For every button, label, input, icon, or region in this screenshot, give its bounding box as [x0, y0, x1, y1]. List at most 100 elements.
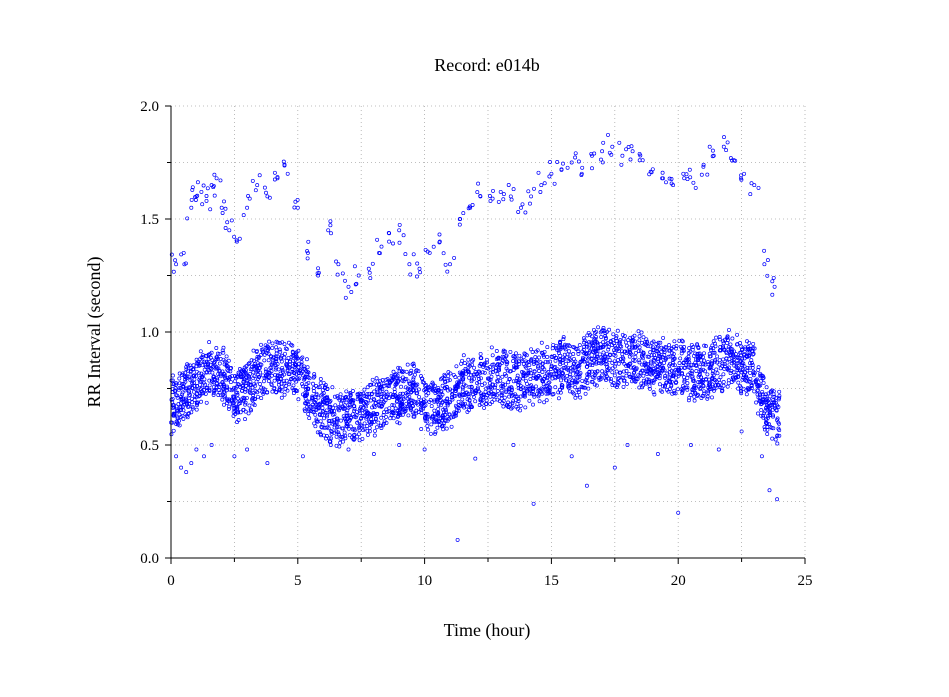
data-point — [689, 371, 694, 376]
data-point — [610, 383, 615, 388]
data-point — [374, 425, 379, 430]
data-point — [332, 430, 337, 435]
data-point — [181, 408, 186, 413]
data-point — [263, 343, 268, 348]
data-point — [573, 395, 578, 400]
data-point — [590, 363, 595, 368]
data-point — [410, 384, 415, 389]
data-point — [775, 418, 779, 422]
data-point — [484, 357, 489, 362]
data-point — [545, 375, 550, 380]
data-point — [353, 415, 358, 420]
data-point — [297, 376, 302, 381]
data-point — [410, 404, 415, 408]
data-point — [180, 390, 185, 395]
data-point — [671, 362, 676, 367]
data-point — [425, 386, 430, 391]
data-point — [752, 389, 757, 394]
data-point — [401, 397, 406, 401]
data-point — [246, 361, 251, 366]
data-point — [460, 377, 465, 382]
data-point — [375, 411, 380, 416]
data-point — [204, 353, 208, 358]
data-point — [436, 390, 441, 395]
data-point — [610, 370, 615, 375]
data-point — [610, 343, 615, 347]
data-point — [251, 391, 256, 396]
data-point — [282, 392, 287, 397]
data-point — [222, 374, 227, 379]
data-point — [652, 362, 657, 367]
data-point — [246, 386, 251, 391]
data-point — [557, 374, 561, 379]
data-point — [771, 414, 775, 419]
data-point-high — [724, 148, 729, 153]
data-point — [177, 381, 182, 386]
data-point — [324, 434, 329, 438]
data-point-high — [511, 187, 516, 192]
data-point — [266, 358, 271, 363]
data-point — [350, 412, 355, 417]
data-point — [643, 360, 647, 365]
data-point — [172, 412, 177, 417]
data-point — [348, 399, 353, 404]
data-point — [322, 416, 326, 421]
data-point — [402, 406, 407, 411]
data-point — [427, 399, 432, 404]
data-point — [710, 371, 715, 376]
data-point-high — [212, 172, 217, 177]
data-point — [362, 426, 367, 431]
data-point — [771, 398, 776, 403]
data-point — [258, 370, 263, 375]
data-point — [581, 359, 586, 364]
data-point — [770, 407, 775, 412]
data-point — [599, 329, 604, 334]
data-point — [669, 384, 674, 389]
data-point — [419, 400, 424, 405]
data-point — [737, 355, 742, 360]
data-point — [261, 349, 266, 354]
data-point — [432, 420, 437, 425]
data-point — [304, 357, 309, 362]
data-point — [357, 428, 362, 433]
data-point — [326, 426, 331, 431]
data-point — [667, 366, 672, 371]
data-point — [258, 353, 263, 358]
data-point — [177, 412, 182, 417]
data-point — [689, 374, 694, 379]
data-point — [564, 343, 569, 348]
data-point-high — [423, 247, 428, 252]
data-point — [310, 404, 315, 409]
data-point — [403, 409, 408, 413]
data-point-low — [655, 452, 660, 456]
data-point — [432, 398, 437, 403]
data-point — [306, 399, 311, 404]
data-point — [735, 368, 740, 372]
data-point — [616, 341, 621, 346]
data-point — [255, 376, 260, 381]
data-point — [540, 379, 545, 384]
data-point — [589, 346, 594, 351]
data-point-high — [336, 262, 341, 267]
data-point — [415, 402, 420, 407]
data-point — [265, 348, 270, 353]
data-point — [677, 338, 682, 343]
data-point — [337, 444, 342, 449]
data-point-high — [343, 295, 348, 300]
data-point — [619, 344, 624, 349]
data-point — [622, 333, 627, 338]
data-point — [360, 414, 365, 419]
data-point — [663, 374, 668, 378]
data-point — [653, 377, 658, 382]
data-point-high — [305, 249, 310, 254]
data-point — [173, 386, 178, 391]
data-point — [659, 345, 664, 350]
data-point — [378, 378, 383, 383]
data-point — [318, 432, 323, 437]
data-point-high — [762, 248, 767, 253]
data-point — [384, 407, 389, 412]
data-point — [432, 412, 437, 416]
data-point — [352, 428, 357, 433]
data-point-high — [199, 189, 204, 194]
data-point — [303, 396, 308, 401]
